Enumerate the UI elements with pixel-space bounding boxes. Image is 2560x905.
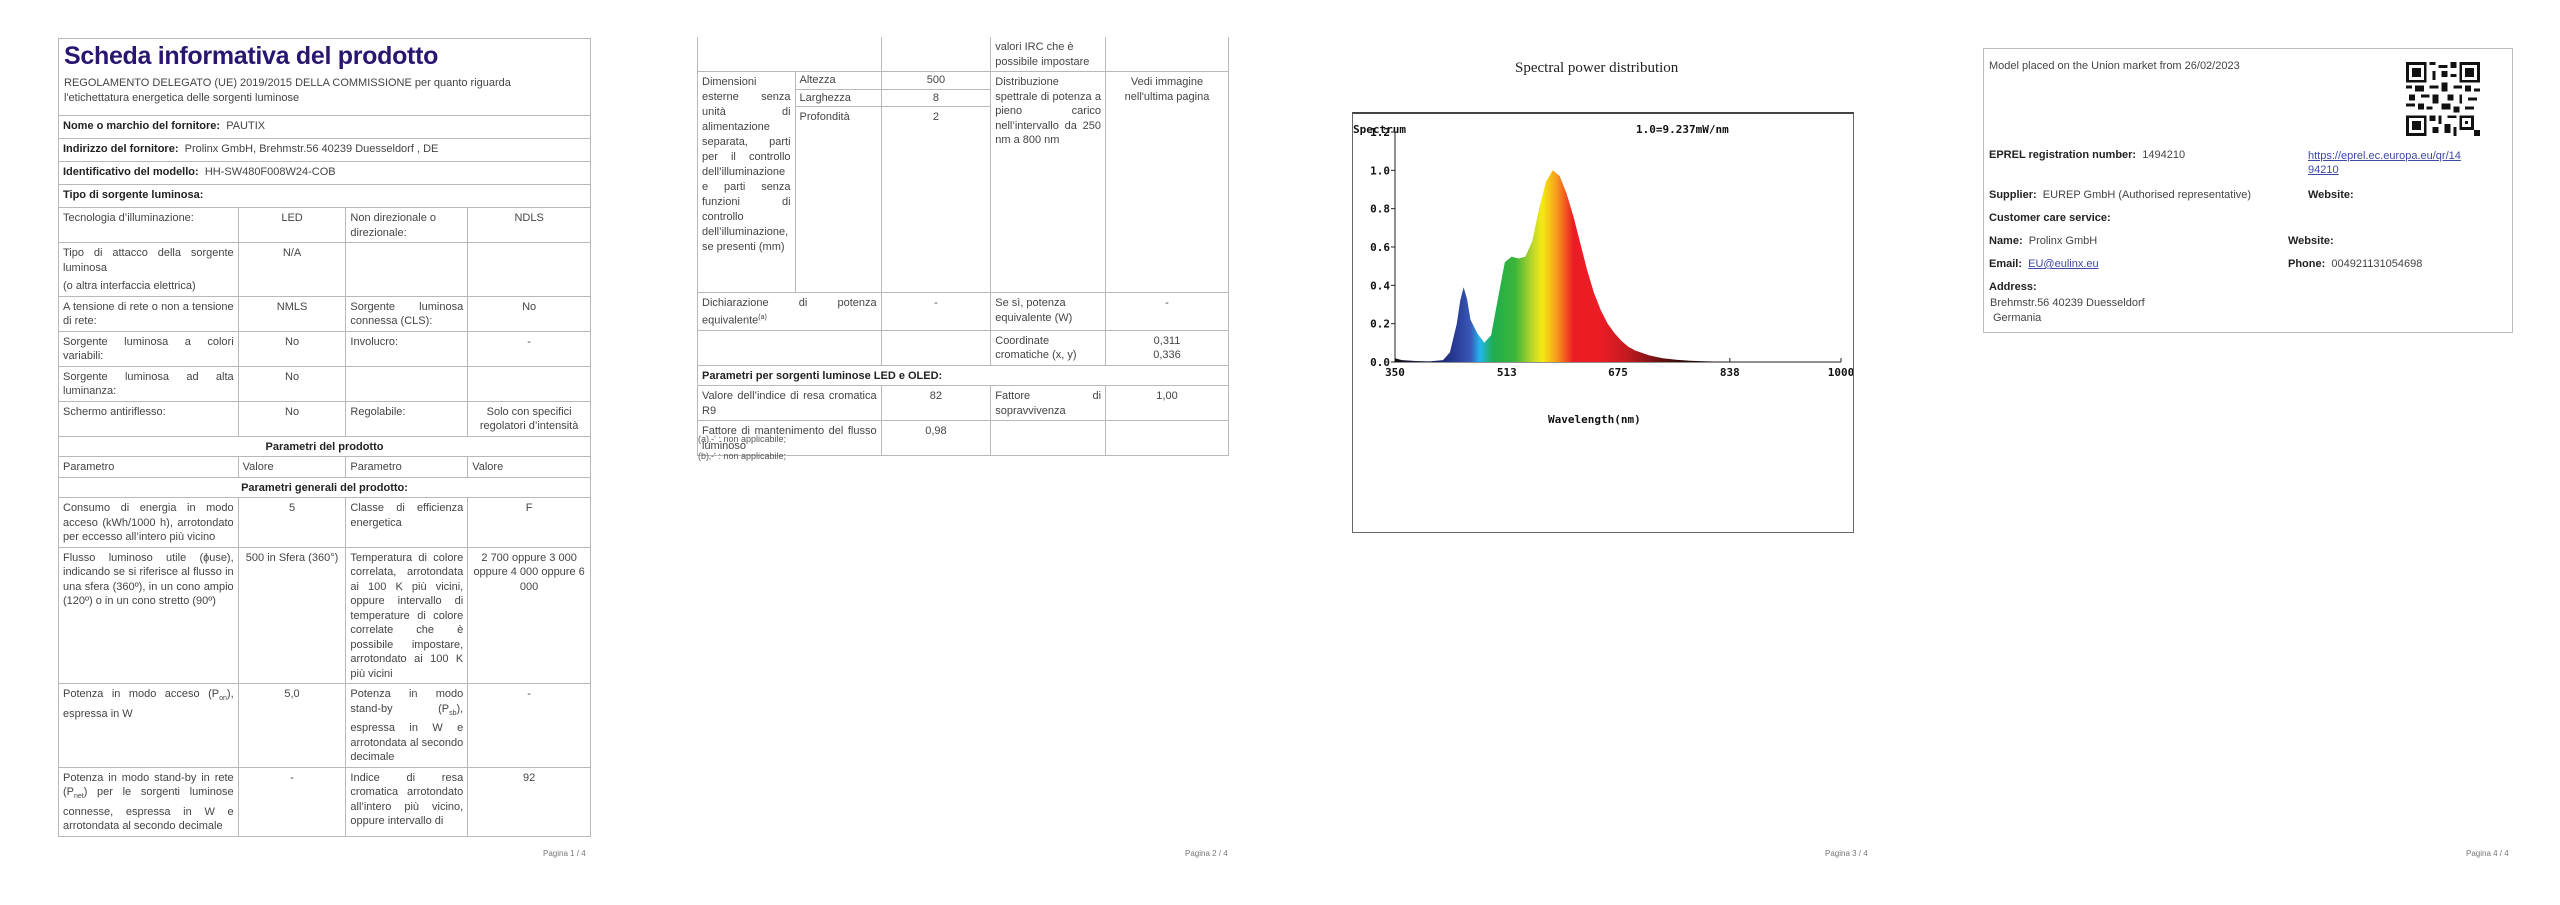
table-row: Dimensioni esterne senza unità di alimen… — [697, 71, 1229, 293]
page-1: Scheda informativa del prodotto REGOLAME… — [0, 0, 640, 905]
page-3: Spectral power distribution Spectrum 1.0… — [1280, 0, 1920, 905]
table-row: Potenza in modo acceso (Pon), espressa i… — [58, 683, 591, 768]
table-row: Sorgente luminosa ad alta luminanza: No — [58, 365, 591, 402]
svg-text:675: 675 — [1608, 366, 1628, 379]
care-website: Website: — [2288, 235, 2334, 247]
page-number: Pagina 2 / 4 — [1185, 849, 1228, 858]
care-email: Email: EU@eulinx.eu — [1989, 258, 2099, 270]
email-link[interactable]: EU@eulinx.eu — [2028, 258, 2099, 270]
supplier-address-row: Indirizzo del fornitore: Prolinx GmbH, B… — [58, 138, 591, 162]
table-row: Coordinate cromatiche (x, y) 0,311 0,336 — [697, 329, 1229, 366]
market-date: Model placed on the Union market from 26… — [1989, 60, 2240, 72]
source-type-heading: Tipo di sorgente luminosa: — [58, 184, 591, 208]
product-info-table: Nome o marchio del fornitore: PAUTIX Ind… — [58, 115, 591, 837]
svg-text:0.4: 0.4 — [1370, 279, 1390, 292]
eprel-link[interactable]: https://eprel.ec.europa.eu/qr/14 94210 — [2308, 150, 2461, 176]
care-phone: Phone: 004921131054698 — [2288, 258, 2423, 270]
supplier-name-row: Nome o marchio del fornitore: PAUTIX — [58, 115, 591, 139]
model-id: HH-SW480F008W24-COB — [204, 166, 336, 178]
eprel-number: EPREL registration number: 1494210 — [1989, 149, 2186, 161]
table-row: Potenza in modo stand-by in rete (Pnet) … — [58, 766, 591, 837]
table-row: Dichiarazione di potenza equivalente(a) … — [697, 292, 1229, 331]
supplier-info: Supplier: EUREP GmbH (Authorised represe… — [1989, 189, 2252, 201]
svg-text:0.6: 0.6 — [1370, 241, 1390, 254]
x-axis-label: Wavelength(nm) — [1548, 413, 1641, 426]
dimensions-label: Dimensioni esterne senza unità di alimen… — [697, 71, 796, 293]
eprel-info-box — [1983, 48, 2513, 333]
supplier-website: Website: — [2308, 189, 2354, 201]
svg-text:1.0: 1.0 — [1370, 164, 1390, 177]
table-row: Schermo antiriflesso: No Regolabile: Sol… — [58, 400, 591, 437]
section-product-params: Parametri del prodotto — [58, 435, 591, 457]
svg-text:1.2: 1.2 — [1370, 126, 1390, 139]
svg-text:1000: 1000 — [1828, 366, 1853, 379]
table-row: Profondità 2 — [698, 106, 1229, 293]
care-address-heading: Address: — [1989, 281, 2037, 293]
care-name: Name: Prolinx GmbH — [1989, 235, 2098, 247]
table-row: valori IRC che è possibile impostare — [697, 37, 1229, 72]
regulation-text: REGOLAMENTO DELEGATO (UE) 2019/2015 DELL… — [64, 77, 511, 104]
table-row: Valore dell’indice di resa cromatica R9 … — [697, 385, 1229, 422]
table-row: Fattore di mantenimento del flusso lumin… — [697, 420, 1229, 457]
table-row: Consumo di energia in modo acceso (kWh/1… — [58, 497, 591, 548]
y-ticks: 0.0 0.2 0.4 0.6 0.8 1.0 1.2 — [1370, 126, 1395, 369]
care-address-line-1: Brehmstr.56 40239 Duesseldorf — [1990, 297, 2145, 309]
model-row: Identificativo del modello: HH-SW480F008… — [58, 161, 591, 185]
page-number: Pagina 4 / 4 — [2466, 849, 2509, 858]
svg-text:0.2: 0.2 — [1370, 318, 1390, 331]
footnote-b: (b)‚-‘ : non applicabile; — [698, 451, 787, 461]
supplier-address: Prolinx GmbH, Brehmstr.56 40239 Duesseld… — [184, 143, 439, 155]
chart-subtitle: Spectrum — [1353, 123, 1406, 136]
page-4: Model placed on the Union market from 26… — [1920, 0, 2560, 905]
page-number: Pagina 3 / 4 — [1825, 849, 1868, 858]
section-led-params: Parametri per sorgenti luminose LED e OL… — [697, 364, 1229, 387]
table-row: Tipo di attacco della sorgente luminosa(… — [58, 242, 591, 297]
svg-text:350: 350 — [1385, 366, 1405, 379]
chart-frame: Spectrum 1.0=9.237mW/nm — [1352, 112, 1854, 533]
supplier-name: PAUTIX — [226, 120, 266, 132]
customer-care-heading: Customer care service: — [1989, 212, 2111, 224]
svg-text:0.0: 0.0 — [1370, 356, 1390, 369]
spectrum-area — [1395, 170, 1745, 362]
care-address-line-2: Germania — [1993, 312, 2042, 324]
chart-title: Spectral power distribution — [1515, 60, 1679, 76]
product-info-table-continued: valori IRC che è possibile impostare Dim… — [697, 37, 1229, 457]
x-ticks: 350 513 675 838 1000 — [1385, 358, 1853, 379]
chart-annotation: 1.0=9.237mW/nm — [1636, 123, 1729, 136]
chroma-x: 0,311 — [1153, 334, 1181, 347]
svg-text:513: 513 — [1497, 366, 1517, 379]
chroma-y: 0,336 — [1153, 349, 1181, 362]
section-general-params: Parametri generali del prodotto: — [58, 476, 591, 498]
page-number: Pagina 1 / 4 — [543, 849, 586, 858]
svg-text:0.8: 0.8 — [1370, 203, 1390, 216]
page-title: Scheda informativa del prodotto — [64, 42, 439, 70]
qr-code-icon[interactable] — [2406, 62, 2480, 136]
page-2: valori IRC che è possibile impostare Dim… — [640, 0, 1280, 905]
spectrum-chart: 0.0 0.2 0.4 0.6 0.8 1.0 1.2 350 513 675 838 1000 — [1370, 126, 1853, 379]
table-row: Flusso luminoso utile (ɸuse), indicando … — [58, 546, 591, 684]
svg-text:838: 838 — [1720, 366, 1740, 379]
table-row: Tecnologia d’illuminazione: LED Non dire… — [58, 207, 591, 243]
footnote-a: (a)‚-‘ : non applicabile; — [698, 434, 787, 444]
table-row: A tensione di rete o non a tensione di r… — [58, 295, 591, 332]
header-box: Scheda informativa del prodotto REGOLAME… — [58, 38, 591, 117]
table-row: Sorgente luminosa a colori variabili: No… — [58, 330, 591, 367]
column-header-row: Parametro Valore Parametro Valore — [58, 456, 591, 478]
